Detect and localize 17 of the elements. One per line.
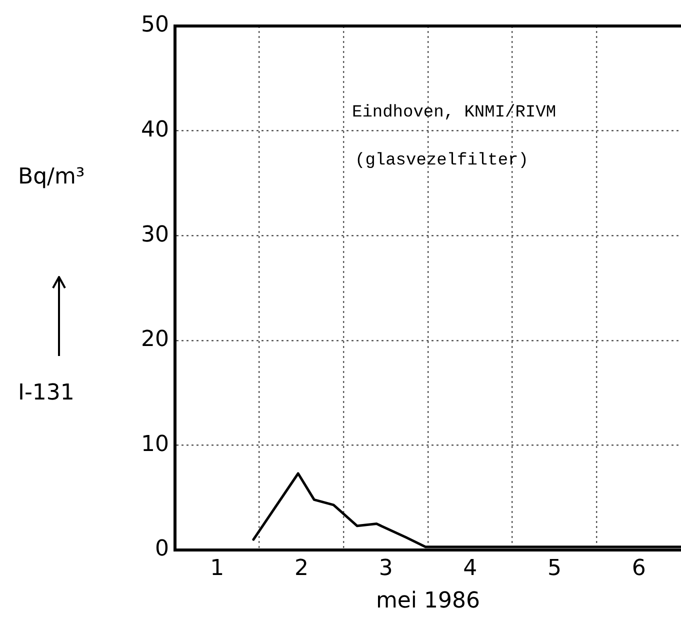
y-tick-label: 30 bbox=[141, 222, 169, 248]
y-tick-label: 20 bbox=[141, 327, 169, 352]
x-axis-title: mei 1986 bbox=[376, 588, 480, 614]
x-tick-label: 3 bbox=[378, 556, 393, 581]
text: I-131 bbox=[18, 380, 74, 406]
y-tick-label: 50 bbox=[141, 12, 169, 38]
y-tick-label: 40 bbox=[141, 118, 169, 143]
annotation: Eindhoven, KNMI/RIVM bbox=[352, 104, 556, 122]
x-tick-label: 1 bbox=[210, 556, 224, 581]
y-tick-label: 10 bbox=[141, 432, 169, 457]
y-tick-label: 0 bbox=[155, 536, 169, 562]
x-tick-label: 4 bbox=[463, 556, 478, 581]
y-axis-title: Bq/m³ bbox=[18, 164, 85, 190]
annotation: (glasvezelfilter) bbox=[355, 152, 528, 170]
x-tick-label: 5 bbox=[548, 556, 562, 581]
x-tick-label: 2 bbox=[294, 556, 308, 581]
x-tick-label: 6 bbox=[632, 556, 646, 581]
